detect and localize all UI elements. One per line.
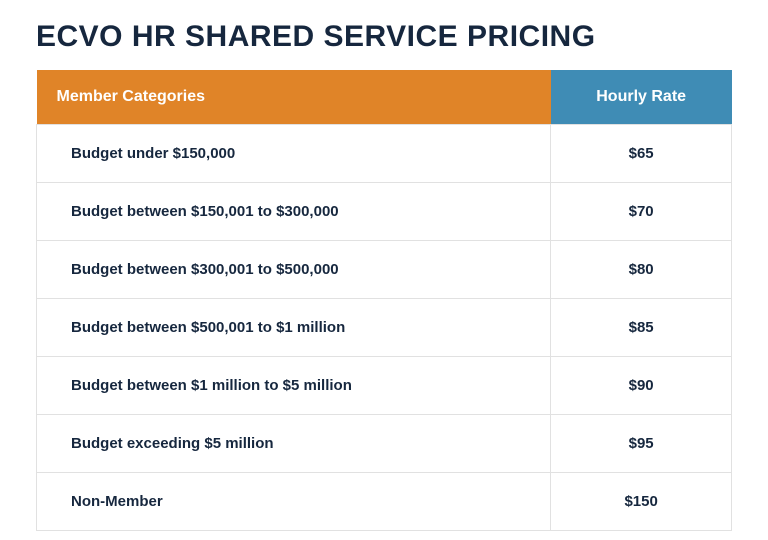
cell-rate: $65 bbox=[551, 125, 732, 183]
table-row: Budget between $500,001 to $1 million $8… bbox=[37, 299, 732, 357]
cell-rate: $80 bbox=[551, 241, 732, 299]
table-row: Budget under $150,000 $65 bbox=[37, 125, 732, 183]
cell-rate: $150 bbox=[551, 473, 732, 531]
table-row: Budget between $300,001 to $500,000 $80 bbox=[37, 241, 732, 299]
cell-category: Budget between $500,001 to $1 million bbox=[37, 299, 551, 357]
cell-category: Budget exceeding $5 million bbox=[37, 415, 551, 473]
cell-category: Budget between $300,001 to $500,000 bbox=[37, 241, 551, 299]
cell-category: Budget between $1 million to $5 million bbox=[37, 357, 551, 415]
cell-rate: $85 bbox=[551, 299, 732, 357]
table-header-row: Member Categories Hourly Rate bbox=[37, 70, 732, 125]
cell-rate: $95 bbox=[551, 415, 732, 473]
table-row: Budget exceeding $5 million $95 bbox=[37, 415, 732, 473]
table-row: Budget between $150,001 to $300,000 $70 bbox=[37, 183, 732, 241]
table-row: Non-Member $150 bbox=[37, 473, 732, 531]
cell-category: Non-Member bbox=[37, 473, 551, 531]
cell-category: Budget between $150,001 to $300,000 bbox=[37, 183, 551, 241]
table-header-rate: Hourly Rate bbox=[551, 70, 732, 125]
page-title: ECVO HR SHARED SERVICE PRICING bbox=[36, 20, 732, 54]
table-header-category: Member Categories bbox=[37, 70, 551, 125]
cell-category: Budget under $150,000 bbox=[37, 125, 551, 183]
cell-rate: $70 bbox=[551, 183, 732, 241]
pricing-document: ECVO HR SHARED SERVICE PRICING Member Ca… bbox=[0, 0, 768, 531]
cell-rate: $90 bbox=[551, 357, 732, 415]
pricing-table: Member Categories Hourly Rate Budget und… bbox=[36, 70, 732, 531]
table-row: Budget between $1 million to $5 million … bbox=[37, 357, 732, 415]
